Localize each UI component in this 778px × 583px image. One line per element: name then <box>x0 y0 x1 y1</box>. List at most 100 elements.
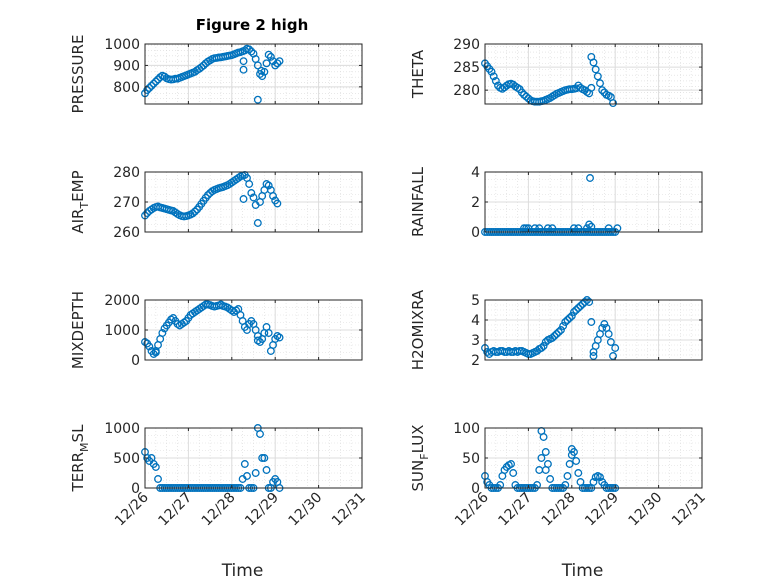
data-point <box>567 451 576 459</box>
x-tick-label: 12/27 <box>155 490 195 530</box>
y-tick-label: 1000 <box>104 323 140 339</box>
axes-box <box>484 43 703 105</box>
y-tick-label: 1000 <box>104 421 140 437</box>
y-tick-label: 0 <box>131 353 140 369</box>
x-tick-label: 12/30 <box>286 490 326 530</box>
data-point <box>585 298 594 306</box>
y-tick-label: 280 <box>453 83 480 99</box>
data-point <box>149 79 158 88</box>
data-point <box>253 336 262 345</box>
panel-6: 2 3 4 5 H2OMIXRA <box>409 289 703 370</box>
data-point <box>587 83 596 92</box>
y-tick-label: 2 <box>471 353 480 369</box>
data-point <box>251 469 260 477</box>
data-point <box>567 312 576 320</box>
data-point <box>273 59 282 68</box>
data-point <box>199 61 208 70</box>
y-axis-label: THETA <box>409 49 427 99</box>
data-point <box>517 88 526 97</box>
data-point <box>541 448 550 456</box>
data-point <box>565 460 574 468</box>
data-point <box>249 193 258 202</box>
data-point <box>580 298 589 306</box>
data-point <box>593 72 602 81</box>
y-tick-label: 3 <box>471 333 480 349</box>
x-tick-label: 12/31 <box>329 490 369 530</box>
y-axis-label: MIXDEPTH <box>69 291 87 369</box>
data-point <box>585 220 594 229</box>
y-tick-label: 50 <box>462 451 480 467</box>
data-point <box>611 344 620 352</box>
panel-4: 0 2 4 RAINFALL <box>409 165 703 241</box>
y-axis-label: SUNFLUX <box>409 425 431 492</box>
y-axis-label: TERRMSL <box>69 424 91 493</box>
data-point <box>563 472 572 480</box>
figure-title: Figure 2 high <box>196 16 309 34</box>
data-point <box>589 478 598 486</box>
data-point <box>269 192 277 200</box>
data-point <box>586 174 594 182</box>
data-point <box>151 77 160 86</box>
data-point <box>572 306 581 314</box>
x-tick-label: 12/31 <box>669 490 709 530</box>
data-point <box>596 79 604 88</box>
data-point <box>572 457 581 465</box>
panel-2: 280 285 290 THETA <box>409 37 703 108</box>
y-axis-label-main: H2OMIXRA <box>409 289 427 370</box>
y-axis-label-main: THETA <box>409 49 427 99</box>
y-tick-label: 2 <box>471 195 480 211</box>
data-point <box>487 67 496 76</box>
y-axis-label-subscript: M <box>78 442 91 452</box>
x-tick-label: 12/29 <box>582 490 622 530</box>
data-point <box>147 81 156 90</box>
data-point <box>243 472 251 480</box>
data-point <box>158 329 167 337</box>
data-point <box>604 330 613 338</box>
data-point <box>203 191 212 200</box>
y-tick-label: 0 <box>471 225 480 241</box>
data-point <box>262 466 271 474</box>
data-point <box>609 352 617 360</box>
panel-1: 800 900 1000 PRESSURE <box>69 35 363 114</box>
data-point <box>257 66 266 75</box>
y-tick-label: 280 <box>113 165 140 181</box>
y-axis-label-subscript: F <box>418 453 431 459</box>
data-point <box>256 430 264 438</box>
data-point <box>239 57 248 66</box>
y-tick-label: 5 <box>471 293 480 309</box>
data-point <box>188 209 197 218</box>
y-tick-label: 4 <box>471 313 480 329</box>
data-point <box>550 332 559 340</box>
data-point <box>489 72 498 81</box>
data-point <box>151 348 160 357</box>
data-point <box>539 433 548 441</box>
data-point <box>559 322 568 330</box>
y-axis-label: PRESSURE <box>69 35 87 114</box>
data-point <box>145 83 154 92</box>
data-point <box>247 189 256 197</box>
y-tick-label: 285 <box>453 60 480 76</box>
data-point <box>507 460 515 468</box>
y-tick-label: 290 <box>453 37 480 53</box>
data-point <box>589 58 598 67</box>
data-point <box>271 61 280 70</box>
data-point <box>570 308 578 316</box>
y-axis-label-subscript: T <box>78 202 91 210</box>
panel-5: 0 1000 2000 MIXDEPTH <box>69 291 363 369</box>
data-point <box>239 65 248 74</box>
y-tick-label: 100 <box>453 421 480 437</box>
data-point <box>275 333 284 342</box>
data-point <box>539 342 548 350</box>
y-axis-label-tail: LUX <box>409 425 427 454</box>
data-point <box>260 454 269 462</box>
y-tick-label: 500 <box>113 451 140 467</box>
data-point <box>154 475 162 483</box>
data-point <box>591 65 600 74</box>
data-point <box>598 86 607 95</box>
data-point <box>264 50 273 59</box>
data-point <box>606 338 615 346</box>
data-point <box>245 45 254 54</box>
data-point <box>151 463 160 471</box>
data-point <box>541 466 550 474</box>
